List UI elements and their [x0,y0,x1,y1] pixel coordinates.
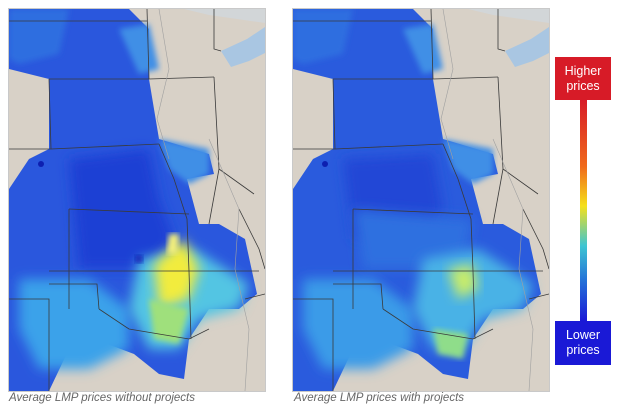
price-map-without-projects [9,9,265,391]
price-overlay [9,9,257,391]
legend-low-label: Lower prices [565,328,601,357]
water-top [184,9,265,23]
state-borders [9,9,265,391]
caption-with-projects: Average LMP prices with projects [294,392,465,404]
rivers [156,9,250,391]
map-without-projects [8,8,266,392]
map-with-projects [292,8,550,392]
lake-superior [221,27,265,67]
caption-without-projects: Average LMP prices without projects [9,392,196,404]
legend-lower-prices: Lower prices [555,321,611,365]
state-borders [293,9,549,391]
price-map-with-projects [293,9,549,391]
legend-color-scale [580,100,587,321]
legend-high-label: Higher prices [564,63,602,93]
rivers [440,9,534,391]
water-top [468,9,549,23]
legend-higher-prices: Higher prices [555,57,611,100]
lake-superior [505,27,549,67]
price-overlay [293,9,541,391]
